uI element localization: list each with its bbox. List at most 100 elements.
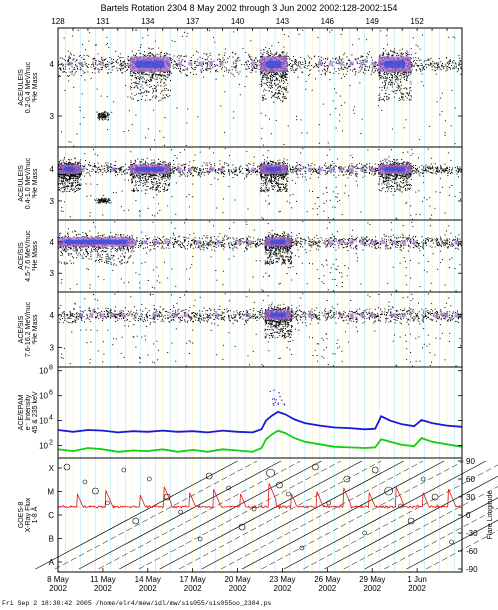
mass-point [150, 99, 152, 101]
mass-point [167, 71, 168, 73]
mass-point [60, 159, 62, 161]
mass-point [84, 153, 86, 155]
mass-point [342, 167, 344, 169]
mass-point [308, 75, 310, 77]
mass-point [97, 113, 99, 115]
mass-point [337, 68, 339, 70]
mass-point [371, 173, 373, 175]
mass-point [388, 96, 390, 98]
mass-point [406, 53, 408, 54]
mass-point [98, 63, 100, 65]
mass-point [278, 211, 280, 213]
mass-point [431, 63, 433, 65]
mass-point [101, 118, 103, 120]
mass-point [84, 71, 86, 73]
mass-point [60, 67, 62, 69]
mass-point [238, 57, 240, 58]
mass-point [317, 176, 319, 178]
mass-point [67, 63, 69, 65]
mass-point [278, 89, 280, 91]
mass-point [176, 64, 178, 66]
mass-point [245, 169, 247, 171]
mass-point [217, 71, 219, 73]
mass-point [400, 91, 402, 93]
mass-point [135, 200, 137, 202]
mass-point [83, 54, 85, 56]
mass-point [143, 55, 145, 57]
mass-point [395, 93, 397, 94]
mass-point [296, 173, 298, 175]
mass-point [337, 63, 339, 65]
mass-point [271, 86, 273, 88]
mass-point [446, 57, 448, 59]
mass-point [333, 174, 335, 176]
mass-point [392, 71, 394, 73]
mass-point [172, 167, 174, 169]
mass-point [248, 171, 250, 173]
mass-point [430, 57, 432, 59]
mass-point [175, 182, 177, 184]
mass-point [103, 59, 105, 61]
mass-point [432, 60, 434, 62]
mass-point [59, 67, 61, 69]
mass-point [112, 66, 114, 68]
mass-point [317, 172, 319, 174]
mass-point [222, 171, 224, 173]
mass-point [192, 54, 194, 56]
mass-point [437, 168, 439, 170]
mass-point [84, 79, 86, 81]
mass-point [163, 55, 165, 56]
mass-point [388, 72, 390, 74]
mass-point [132, 190, 134, 191]
mass-point [313, 167, 315, 169]
mass-point [172, 166, 174, 168]
mass-point [290, 171, 292, 173]
mass-point [67, 75, 69, 77]
mass-point [387, 74, 389, 76]
mass-point [64, 163, 66, 165]
mass-point [391, 77, 393, 79]
mass-point [299, 66, 301, 68]
mass-point [332, 57, 334, 59]
mass-point [160, 85, 162, 87]
mass-point [345, 67, 347, 69]
mass-point [59, 57, 61, 59]
mass-point [450, 61, 452, 62]
mass-point [62, 71, 64, 73]
mass-point [385, 93, 387, 94]
mass-point [318, 173, 320, 174]
mass-point [282, 87, 284, 88]
mass-point [267, 52, 269, 54]
mass-point [318, 205, 320, 207]
mass-point [102, 172, 104, 173]
mass-point [349, 85, 351, 86]
mass-point [423, 61, 425, 63]
mass-point [426, 66, 427, 68]
mass-point [148, 71, 150, 73]
mass-point [287, 125, 289, 127]
mass-point [79, 69, 81, 71]
mass-point [452, 68, 454, 70]
mass-point [308, 190, 310, 192]
mass-point [104, 114, 106, 116]
mass-point [205, 63, 207, 65]
mass-point [134, 76, 136, 78]
mass-point [271, 84, 273, 86]
mass-point [359, 70, 361, 72]
mass-point [327, 57, 329, 59]
mass-point [318, 166, 320, 168]
mass-point [423, 66, 425, 68]
mass-point [205, 69, 207, 71]
mass-point [376, 169, 378, 171]
mass-point [404, 188, 406, 190]
mass-point [141, 78, 143, 80]
mass-point [316, 170, 318, 172]
mass-point [97, 167, 99, 169]
mass-point [66, 178, 68, 180]
mass-point [167, 96, 169, 97]
mass-point [344, 102, 346, 104]
mass-point [445, 168, 447, 169]
mass-point [253, 164, 255, 166]
mass-point [234, 67, 236, 69]
mass-point [247, 165, 249, 167]
